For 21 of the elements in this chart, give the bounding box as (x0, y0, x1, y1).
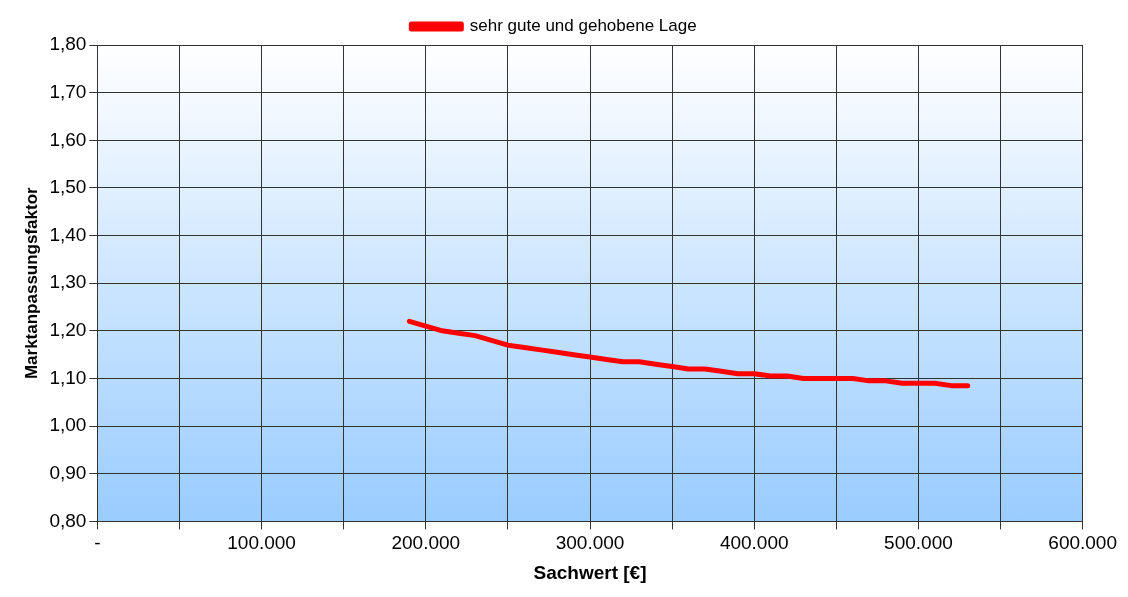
legend-label: sehr gute und gehobene Lage (469, 16, 697, 36)
x-tick-label: 200.000 (391, 532, 461, 554)
y-axis-title: Marktanpassungsfaktor (21, 186, 41, 380)
x-tick-label: 300.000 (555, 532, 625, 554)
y-tick-label: 1,00 (49, 414, 87, 436)
x-tick-label: - (94, 532, 101, 554)
y-tick-label: 1,10 (49, 366, 87, 388)
y-tick-label: 1,30 (49, 271, 87, 293)
x-tick-label: 100.000 (227, 532, 296, 554)
x-axis-title: Sachwert [€] (533, 561, 647, 583)
y-tick-label: 1,50 (49, 176, 87, 198)
x-tick-label: 500.000 (884, 532, 953, 554)
y-tick-label: 1,80 (49, 33, 87, 55)
y-tick-label: 1,20 (49, 319, 87, 341)
y-tick-label: 1,40 (49, 223, 87, 245)
x-tick-label: 400.000 (719, 532, 789, 554)
y-tick-label: 0,90 (49, 461, 87, 483)
y-tick-label: 1,60 (49, 128, 87, 150)
y-tick-label: 1,70 (49, 80, 87, 102)
y-tick-label: 0,80 (49, 509, 87, 531)
x-tick-label: 600.000 (1048, 532, 1117, 554)
